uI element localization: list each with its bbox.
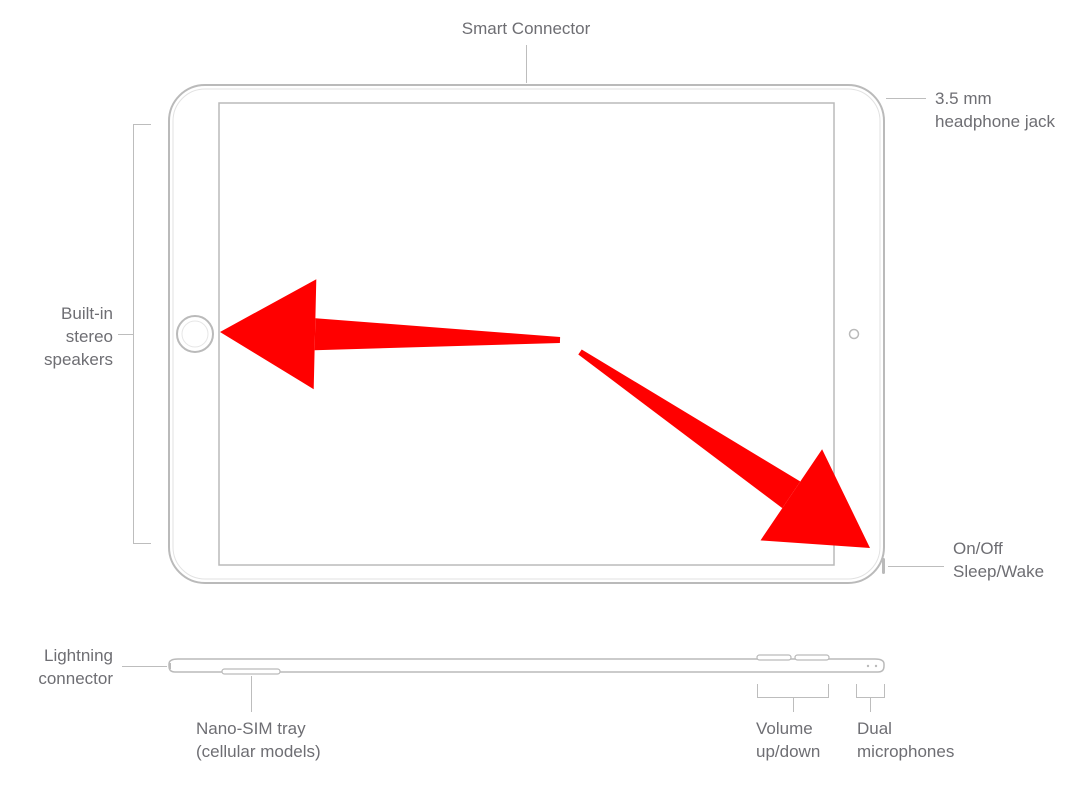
leader-smart-connector — [526, 45, 527, 83]
bracket-volume — [757, 684, 829, 698]
home-button-inner-icon — [182, 321, 208, 347]
label-volume: Volume up/down — [756, 718, 820, 764]
sim-tray-icon — [222, 669, 280, 674]
volume-up-icon — [795, 655, 829, 660]
label-lightning: Lightning connector — [0, 645, 113, 691]
label-volume-line1: Volume — [756, 719, 813, 738]
label-speakers: Built-in stereo speakers — [0, 303, 113, 372]
front-camera-icon — [850, 330, 859, 339]
device-side-svg — [0, 0, 1080, 796]
label-microphones: Dual microphones — [857, 718, 954, 764]
label-speakers-line2: stereo — [66, 327, 113, 346]
bracket-speakers — [133, 124, 151, 544]
label-headphone-jack: 3.5 mm headphone jack — [935, 88, 1055, 134]
leader-volume — [793, 698, 794, 712]
ipad-body — [169, 85, 884, 583]
ipad-screen — [219, 103, 834, 565]
device-front-svg — [0, 0, 1080, 796]
home-button-icon — [177, 316, 213, 352]
label-smart-connector: Smart Connector — [420, 18, 632, 41]
annotation-arrow — [578, 350, 870, 549]
label-speakers-line1: Built-in — [61, 304, 113, 323]
leader-lightning — [122, 666, 167, 667]
mic-dot-2-icon — [875, 665, 877, 667]
annotation-arrows-svg — [0, 0, 1080, 796]
ipad-body-inner — [173, 89, 880, 579]
label-sleep-wake-line1: On/Off — [953, 539, 1003, 558]
label-microphones-line2: microphones — [857, 742, 954, 761]
ipad-side-profile — [169, 659, 884, 672]
leader-sleep-wake — [888, 566, 944, 567]
label-microphones-line1: Dual — [857, 719, 892, 738]
label-lightning-line2: connector — [38, 669, 113, 688]
leader-microphones — [870, 698, 871, 712]
label-speakers-line3: speakers — [44, 350, 113, 369]
annotation-arrow — [220, 279, 560, 389]
leader-sim-tray — [251, 676, 252, 712]
bracket-microphones — [856, 684, 885, 698]
mic-dot-1-icon — [867, 665, 869, 667]
label-volume-line2: up/down — [756, 742, 820, 761]
volume-down-icon — [757, 655, 791, 660]
label-headphone-jack-line1: 3.5 mm — [935, 89, 992, 108]
label-sim-tray-line1: Nano-SIM tray — [196, 719, 306, 738]
lightning-port-icon — [169, 663, 171, 669]
sleep-button-edge-icon — [882, 558, 885, 574]
label-sleep-wake: On/Off Sleep/Wake — [953, 538, 1044, 584]
label-lightning-line1: Lightning — [44, 646, 113, 665]
label-sim-tray: Nano-SIM tray (cellular models) — [196, 718, 321, 764]
label-sim-tray-line2: (cellular models) — [196, 742, 321, 761]
label-sleep-wake-line2: Sleep/Wake — [953, 562, 1044, 581]
label-headphone-jack-line2: headphone jack — [935, 112, 1055, 131]
leader-headphone-jack — [886, 98, 926, 99]
leader-speakers — [118, 334, 133, 335]
